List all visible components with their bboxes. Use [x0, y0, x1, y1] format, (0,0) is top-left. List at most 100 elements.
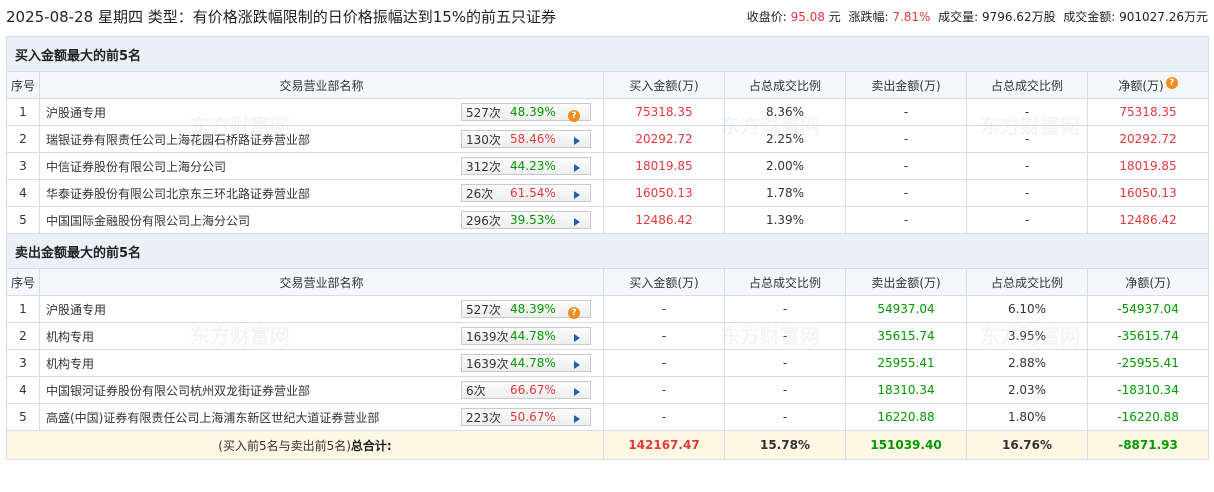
broker-stats-box[interactable]: 1639次 44.78%: [461, 327, 591, 345]
buy_section-title-row: 买入金额最大的前5名: [5, 36, 1210, 72]
broker-name[interactable]: 沪股通专用: [46, 302, 107, 317]
listing-count: 527次: [466, 105, 501, 120]
broker-name[interactable]: 沪股通专用: [46, 105, 107, 120]
question-icon[interactable]: ?: [568, 107, 580, 122]
sell-amount: 18310.34: [845, 376, 967, 404]
win-rate: 61.54%: [510, 186, 556, 200]
win-rate: 44.78%: [510, 356, 556, 370]
broker-cell: 机构专用 1639次 44.78%: [39, 322, 604, 350]
broker-cell: 沪股通专用 527次 48.39%?: [39, 98, 604, 126]
broker-name[interactable]: 瑞银证券有限责任公司上海花园石桥路证券营业部: [46, 132, 311, 147]
win-rate: 66.67%: [510, 383, 556, 397]
net-help-icon[interactable]: ?: [1165, 76, 1178, 89]
broker-stats-box[interactable]: 26次 61.54%: [461, 184, 591, 202]
table-row: 2 机构专用 1639次 44.78% - -35615.74 3.95% -35615.74: [6, 322, 1210, 350]
close-value: 95.08: [790, 10, 825, 24]
buy_section-title: 买入金额最大的前5名: [5, 36, 1210, 72]
table-row: 1 沪股通专用 527次 48.39%? 75318.35 8.36% - -75318.35: [6, 98, 1210, 126]
amount-label: 成交金额:: [1063, 10, 1116, 24]
total-sell-pct: 16.76%: [966, 430, 1088, 460]
net-amount: 18019.85: [1086, 152, 1210, 180]
column-header-row: 序号 交易营业部名称 买入金额(万) 占总成交比例 卖出金额(万) 占总成交比例 净额(万): [6, 268, 1210, 296]
net-amount: -18310.34: [1086, 376, 1210, 404]
buy-ratio: 1.78%: [724, 179, 846, 207]
broker-name[interactable]: 机构专用: [46, 329, 95, 344]
table-row: 4 中国银河证券股份有限公司杭州双龙街证券营业部 6次 66.67% - -18310.3…: [6, 376, 1210, 404]
sell-amount: 16220.88: [845, 403, 967, 431]
broker-stats-box[interactable]: 312次 44.23%: [461, 157, 591, 175]
buy-amount: 75318.35: [603, 98, 725, 126]
sell-ratio: 2.03%: [966, 376, 1088, 404]
arrow-right-icon[interactable]: [574, 161, 580, 175]
win-rate: 44.23%: [510, 159, 556, 173]
arrow-right-icon[interactable]: [574, 385, 580, 399]
buy-ratio: -: [724, 403, 846, 431]
page-header: 2025-08-28 星期四 类型：有价格涨跌幅限制的日价格振幅达到15%的前五…: [6, 0, 1210, 30]
arrow-right-icon[interactable]: [574, 134, 580, 148]
buy-amount: -: [603, 295, 725, 323]
close-label: 收盘价:: [746, 10, 787, 24]
broker-name[interactable]: 中信证券股份有限公司上海分公司: [46, 159, 227, 174]
change-label: 涨跌幅:: [848, 10, 889, 24]
column-header: 买入金额(万): [603, 268, 725, 296]
volume-label: 成交量:: [938, 10, 979, 24]
volume-value: 9796.62万股: [981, 10, 1056, 24]
buy-amount: 18019.85: [603, 152, 725, 180]
buy-amount: 16050.13: [603, 179, 725, 207]
broker-cell: 瑞银证券有限责任公司上海花园石桥路证券营业部 130次 58.46%: [39, 125, 604, 153]
sell-amount: -: [845, 98, 967, 126]
row-index: 1: [6, 98, 40, 126]
arrow-right-icon[interactable]: [574, 331, 580, 345]
buy-amount: 12486.42: [603, 206, 725, 234]
net-amount: -25955.41: [1086, 349, 1210, 377]
broker-stats-box[interactable]: 296次 39.53%: [461, 211, 591, 229]
sell-ratio: -: [966, 125, 1088, 153]
broker-stats-box[interactable]: 6次 66.67%: [461, 381, 591, 399]
listing-count: 26次: [466, 186, 494, 201]
question-icon[interactable]: ?: [568, 304, 580, 319]
sell-amount: -: [845, 125, 967, 153]
sell-ratio: 2.88%: [966, 349, 1088, 377]
buy-ratio: -: [724, 349, 846, 377]
row-index: 3: [6, 152, 40, 180]
total-sell: 151039.40: [845, 430, 967, 460]
row-index: 2: [6, 322, 40, 350]
column-header: 占总成交比例: [724, 268, 846, 296]
row-index: 4: [6, 179, 40, 207]
broker-name[interactable]: 华泰证券股份有限公司北京东三环北路证券营业部: [46, 186, 311, 201]
broker-cell: 沪股通专用 527次 48.39%?: [39, 295, 604, 323]
broker-name[interactable]: 中国国际金融股份有限公司上海分公司: [46, 213, 251, 228]
net-amount: 12486.42: [1086, 206, 1210, 234]
buy-ratio: -: [724, 295, 846, 323]
broker-stats-box[interactable]: 130次 58.46%: [461, 130, 591, 148]
row-index: 3: [6, 349, 40, 377]
broker-name[interactable]: 机构专用: [46, 356, 95, 371]
column-header: 交易营业部名称: [39, 71, 604, 99]
net-amount: 75318.35: [1086, 98, 1210, 126]
broker-name[interactable]: 高盛(中国)证券有限责任公司上海浦东新区世纪大道证券营业部: [46, 410, 380, 425]
arrow-right-icon[interactable]: [574, 412, 580, 426]
arrow-right-icon[interactable]: [574, 215, 580, 229]
broker-stats-box[interactable]: 527次 48.39%?: [461, 300, 591, 319]
arrow-right-icon[interactable]: [574, 188, 580, 202]
win-rate: 48.39%: [510, 302, 556, 316]
column-header-row: 序号 交易营业部名称 买入金额(万) 占总成交比例 卖出金额(万) 占总成交比例 净额(万)…: [6, 71, 1210, 99]
net-amount: -54937.04: [1086, 295, 1210, 323]
broker-stats-box[interactable]: 1639次 44.78%: [461, 354, 591, 372]
broker-cell: 机构专用 1639次 44.78%: [39, 349, 604, 377]
broker-cell: 中信证券股份有限公司上海分公司 312次 44.23%: [39, 152, 604, 180]
broker-cell: 中国银河证券股份有限公司杭州双龙街证券营业部 6次 66.67%: [39, 376, 604, 404]
close-unit: 元: [828, 10, 841, 24]
net-amount: 20292.72: [1086, 125, 1210, 153]
broker-name[interactable]: 中国银河证券股份有限公司杭州双龙街证券营业部: [46, 383, 311, 398]
broker-stats-box[interactable]: 527次 48.39%?: [461, 103, 591, 122]
row-index: 4: [6, 376, 40, 404]
arrow-right-icon[interactable]: [574, 358, 580, 372]
net-amount: 16050.13: [1086, 179, 1210, 207]
sell-ratio: 6.10%: [966, 295, 1088, 323]
buy-amount: -: [603, 349, 725, 377]
column-header: 交易营业部名称: [39, 268, 604, 296]
broker-stats-box[interactable]: 223次 50.67%: [461, 408, 591, 426]
sell-amount: -: [845, 152, 967, 180]
column-header: 占总成交比例: [966, 71, 1088, 99]
